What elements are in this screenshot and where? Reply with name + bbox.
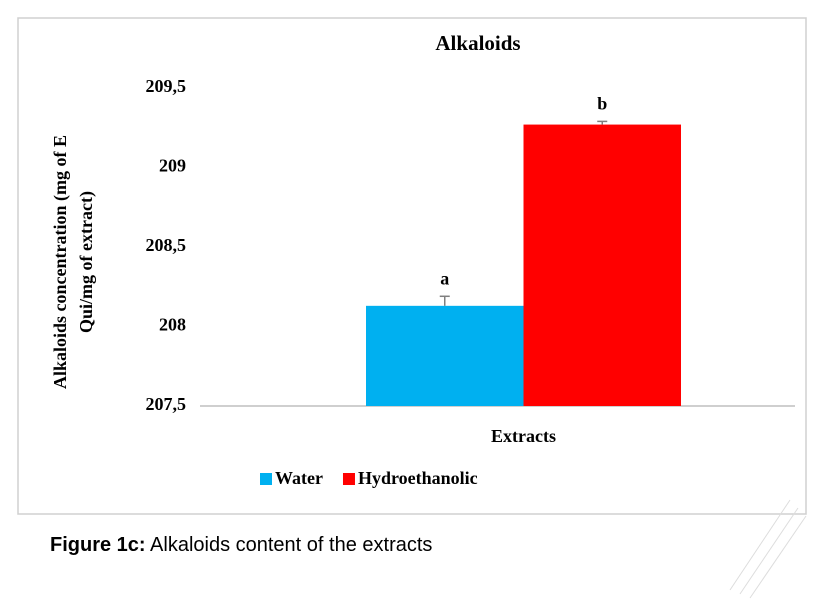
caption-text: Alkaloids content of the extracts (145, 534, 433, 556)
watermark (729, 499, 807, 599)
bar (366, 305, 524, 406)
annotation: b (597, 94, 607, 114)
legend-swatch (342, 473, 355, 485)
y-tick-label: 209,5 (146, 76, 187, 96)
bar (523, 124, 681, 406)
annotation: a (440, 268, 449, 288)
y-tick-label: 208,5 (146, 235, 187, 255)
caption-label: Figure 1c: (50, 534, 146, 556)
legend-label: Hydroethanolic (358, 468, 478, 488)
figure-frame (17, 17, 807, 515)
legend-label: Water (275, 468, 323, 488)
caption: Figure 1c: Alkaloids content of the extr… (50, 534, 432, 557)
y-axis-label: Qui/mg of extract) (76, 191, 97, 333)
y-tick-label: 208 (159, 315, 186, 335)
legend-swatch (260, 473, 272, 485)
y-tick-label: 207,5 (146, 394, 187, 414)
chart-title: Alkaloids (435, 31, 520, 55)
y-axis-label: Alkaloids concentration (mg of E (50, 135, 71, 389)
y-tick-label: 209 (159, 156, 186, 176)
x-tick-label: Extracts (491, 426, 556, 446)
